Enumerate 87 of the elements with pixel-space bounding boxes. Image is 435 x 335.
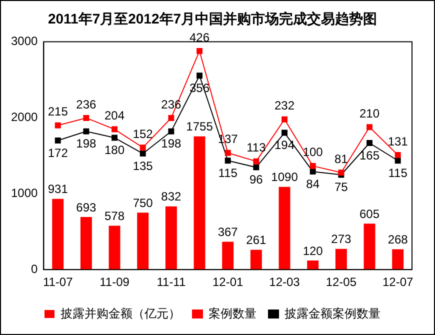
legend-label: 披露金额案例数量 bbox=[284, 306, 380, 320]
data-label: 204 bbox=[104, 108, 125, 123]
legend-label: 案例数量 bbox=[208, 306, 256, 320]
data-label: 210 bbox=[359, 106, 380, 120]
x-tick-label: 12-03 bbox=[269, 275, 300, 290]
data-label: 75 bbox=[334, 180, 348, 194]
x-tick-label: 12-01 bbox=[212, 275, 244, 290]
data-label: 236 bbox=[76, 97, 97, 112]
point bbox=[366, 140, 372, 146]
point bbox=[168, 114, 174, 121]
data-label: 198 bbox=[76, 136, 97, 151]
data-label: 273 bbox=[331, 232, 352, 246]
data-label: 152 bbox=[132, 126, 154, 141]
point bbox=[112, 126, 118, 132]
point bbox=[253, 164, 260, 170]
point bbox=[253, 158, 260, 164]
point bbox=[224, 150, 231, 156]
data-label: 1090 bbox=[271, 170, 298, 184]
data-label: 115 bbox=[388, 166, 408, 180]
bar bbox=[165, 206, 177, 270]
data-label: 135 bbox=[132, 158, 154, 173]
bar bbox=[392, 249, 404, 270]
x-tick-label: 11-09 bbox=[100, 275, 130, 290]
data-label: 268 bbox=[388, 232, 408, 247]
point bbox=[196, 72, 202, 79]
point bbox=[140, 144, 146, 151]
point bbox=[394, 158, 401, 164]
point bbox=[168, 128, 174, 134]
y-tick-label: 1000 bbox=[10, 186, 38, 200]
bar bbox=[250, 250, 262, 270]
data-label: 81 bbox=[334, 152, 348, 166]
data-label: 180 bbox=[104, 143, 125, 158]
data-label: 578 bbox=[104, 209, 125, 224]
data-label: 931 bbox=[48, 182, 68, 196]
point bbox=[224, 158, 231, 164]
point bbox=[310, 168, 316, 175]
bar bbox=[278, 186, 290, 270]
legend-label: 披露并购金额（亿元） bbox=[60, 306, 180, 320]
data-label: 198 bbox=[161, 136, 182, 151]
data-label: 172 bbox=[48, 146, 68, 160]
x-tick-label: 11-07 bbox=[42, 275, 74, 290]
bar bbox=[108, 226, 120, 270]
x-tick-label: 12-05 bbox=[326, 275, 357, 290]
data-label: 693 bbox=[76, 200, 97, 214]
data-label: 120 bbox=[302, 244, 324, 258]
data-label: 84 bbox=[306, 176, 320, 191]
bar bbox=[80, 216, 92, 270]
data-label: 832 bbox=[161, 190, 182, 204]
bar bbox=[137, 212, 149, 270]
data-label: 426 bbox=[190, 30, 210, 44]
data-label: 750 bbox=[132, 196, 154, 210]
point bbox=[394, 152, 401, 158]
point bbox=[196, 48, 202, 54]
chart-title: 2011年7月至2012年7月中国并购市场完成交易趋势图 bbox=[48, 10, 378, 26]
bar bbox=[222, 242, 234, 270]
data-label: 1755 bbox=[186, 120, 214, 134]
point bbox=[83, 128, 90, 134]
x-tick-label: 12-07 bbox=[382, 275, 414, 290]
y-tick-label: 2000 bbox=[10, 110, 38, 124]
data-label: 96 bbox=[250, 172, 264, 187]
bar bbox=[307, 260, 319, 270]
bar bbox=[194, 136, 206, 270]
point bbox=[366, 124, 372, 130]
bar bbox=[52, 198, 64, 270]
data-label: 165 bbox=[359, 148, 380, 162]
data-label: 605 bbox=[359, 206, 380, 221]
point bbox=[112, 134, 118, 141]
data-label: 215 bbox=[48, 104, 68, 119]
y-tick-label: 0 bbox=[31, 262, 38, 276]
point bbox=[54, 122, 61, 128]
y-tick-label: 3000 bbox=[10, 34, 38, 48]
data-label: 131 bbox=[388, 134, 408, 148]
point bbox=[310, 162, 316, 169]
data-label: 261 bbox=[246, 233, 267, 248]
data-label: 232 bbox=[274, 98, 295, 113]
point bbox=[83, 114, 90, 121]
data-label: 367 bbox=[218, 225, 238, 240]
bar bbox=[335, 248, 347, 270]
bar bbox=[364, 224, 376, 270]
point bbox=[54, 138, 61, 144]
point bbox=[282, 116, 288, 122]
x-tick-label: 11-11 bbox=[156, 275, 186, 290]
point bbox=[140, 150, 146, 157]
point bbox=[282, 130, 288, 136]
data-label: 113 bbox=[246, 140, 266, 155]
data-label: 115 bbox=[218, 166, 238, 180]
data-label: 194 bbox=[274, 138, 295, 152]
